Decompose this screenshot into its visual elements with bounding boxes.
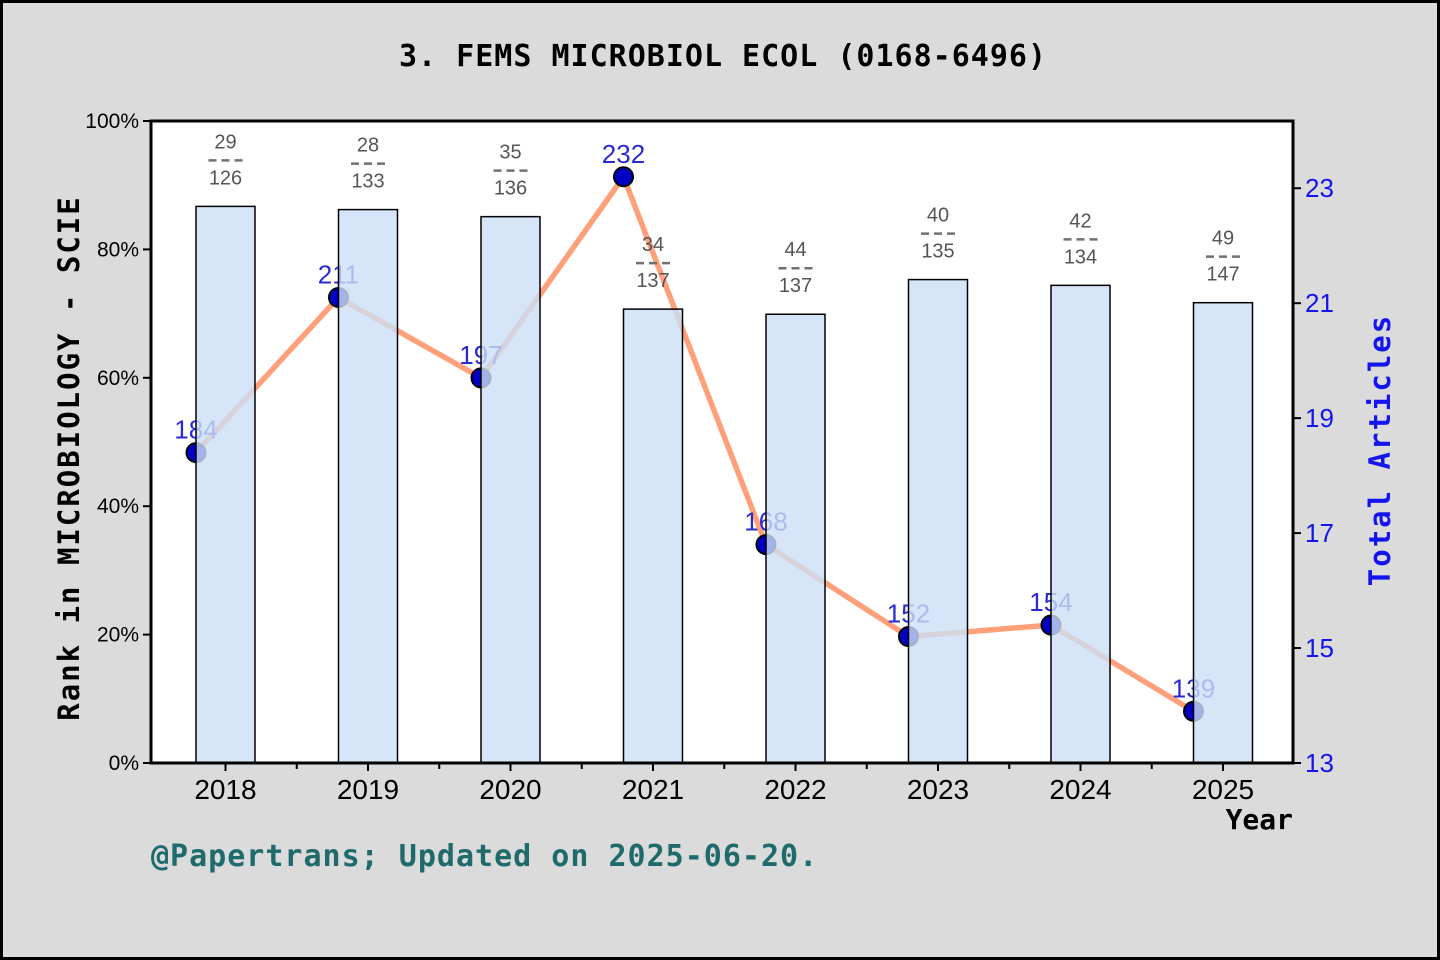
chart-plot-area: 1842111972321681521541392912628133351363…	[85, 110, 1334, 805]
x-axis-tick-label: 2020	[479, 774, 541, 805]
fraction-numerator: 34	[642, 234, 664, 256]
left-axis-tick-label: 20%	[97, 624, 139, 647]
x-axis-tick-label: 2024	[1049, 774, 1111, 805]
right-axis-tick-label: 17	[1305, 518, 1334, 548]
fraction-denominator: 133	[351, 171, 384, 193]
fraction-denominator: 136	[494, 178, 527, 200]
x-axis-tick-label: 2019	[337, 774, 399, 805]
fraction-numerator: 28	[357, 135, 379, 157]
right-axis-tick-label: 23	[1305, 173, 1334, 203]
left-axis-tick-label: 0%	[109, 752, 139, 775]
x-axis-tick-label: 2025	[1192, 774, 1254, 805]
fraction-numerator: 29	[214, 131, 236, 153]
left-axis-tick-label: 60%	[97, 367, 139, 390]
fraction-numerator: 35	[499, 142, 521, 164]
right-axis-tick-label: 21	[1305, 288, 1334, 318]
fraction-denominator: 147	[1206, 264, 1239, 286]
chart-title: 3. FEMS MICROBIOL ECOL (0168-6496)	[398, 39, 1048, 74]
left-axis-tick-label: 100%	[85, 110, 139, 133]
rank-bar	[765, 313, 826, 764]
x-axis-tick-label: 2018	[194, 774, 256, 805]
rank-bar	[907, 278, 969, 764]
rank-bar	[480, 215, 541, 764]
rank-bar	[337, 208, 399, 764]
plot-frame	[149, 119, 1295, 765]
footer-note: @Papertrans; Updated on 2025-06-20.	[151, 839, 819, 874]
right-axis-tick-label: 13	[1305, 748, 1334, 778]
x-axis-tick-label: 2021	[622, 774, 684, 805]
fraction-denominator: 126	[209, 167, 242, 189]
x-axis-title: Year	[1225, 803, 1293, 836]
left-axis-tick-label: 40%	[97, 495, 139, 518]
rank-bar	[622, 308, 684, 764]
rank-bar	[1192, 301, 1254, 764]
fraction-numerator: 49	[1212, 228, 1234, 250]
fraction-denominator: 135	[921, 241, 954, 263]
data-point-marker	[613, 166, 634, 188]
fraction-denominator: 137	[636, 270, 669, 292]
left-axis-tick-label: 80%	[97, 238, 139, 261]
right-axis-tick-label: 19	[1305, 403, 1334, 433]
x-axis-tick-label: 2022	[764, 774, 826, 805]
fraction-numerator: 42	[1069, 210, 1091, 232]
rank-bar	[195, 205, 256, 764]
fraction-numerator: 40	[927, 205, 949, 227]
point-label: 232	[602, 139, 645, 169]
x-axis-tick-label: 2023	[907, 774, 969, 805]
fraction-numerator: 44	[784, 239, 806, 261]
fraction-denominator: 137	[779, 275, 812, 297]
fraction-denominator: 134	[1064, 246, 1097, 268]
right-axis-tick-label: 15	[1305, 633, 1334, 663]
rank-bar	[1050, 284, 1111, 764]
